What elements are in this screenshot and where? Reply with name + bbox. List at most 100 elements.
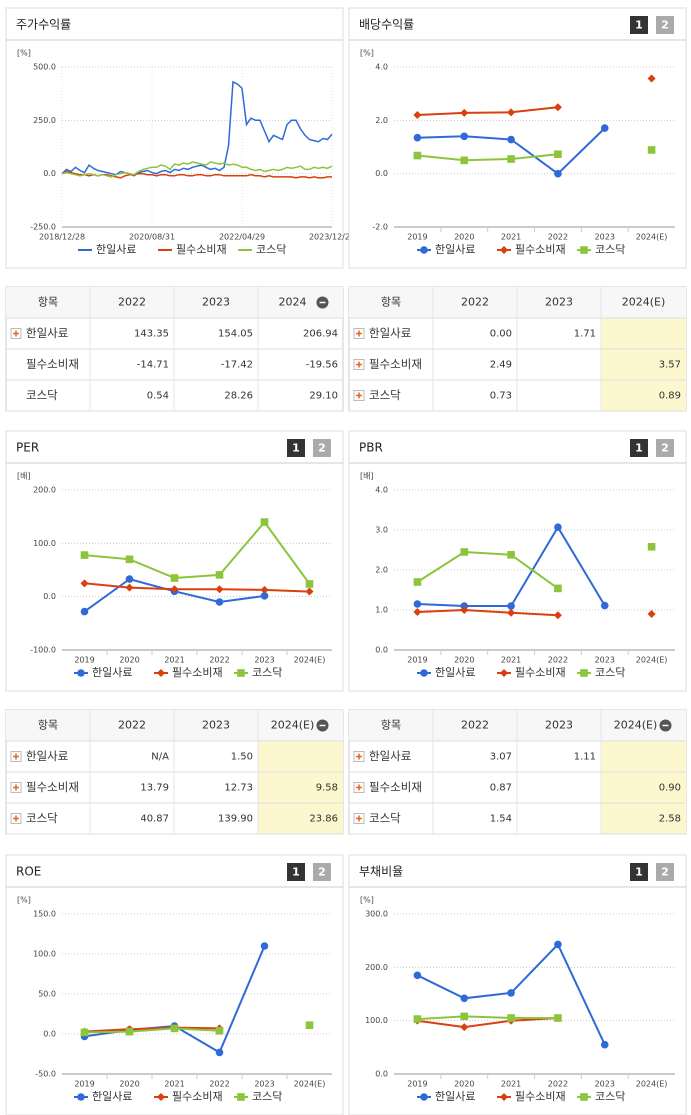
- x-tick-label: 2019: [407, 656, 427, 665]
- data-point: [507, 1014, 515, 1022]
- cell-value: -17.42: [221, 360, 253, 371]
- tab-button[interactable]: [313, 863, 331, 881]
- tab-button[interactable]: [656, 439, 674, 457]
- cell-value: 2.49: [490, 360, 512, 371]
- data-point: [554, 523, 562, 531]
- legend-label: 한일사료: [435, 665, 475, 679]
- data-point: [553, 611, 562, 620]
- x-tick-label: 2020: [454, 233, 474, 242]
- column-header: 2024: [279, 296, 307, 309]
- cell-value: 139.90: [218, 814, 253, 825]
- y-tick-label: 200.0: [365, 963, 388, 972]
- data-point: [260, 518, 269, 526]
- row-label: 필수소비재: [369, 357, 422, 371]
- cell-value: 0.90: [659, 783, 681, 794]
- column-header: 항목: [381, 719, 401, 732]
- legend-marker: [580, 1093, 588, 1101]
- x-tick-label: 2022: [548, 233, 568, 242]
- tab-button[interactable]: [630, 439, 648, 457]
- data-point: [80, 1028, 89, 1037]
- cell-value: 3.07: [490, 752, 512, 763]
- tab-button[interactable]: [630, 863, 648, 881]
- cell-value: 12.73: [224, 783, 253, 794]
- data-point: [305, 580, 314, 588]
- tab-button[interactable]: [656, 16, 674, 34]
- column-header: 2023: [545, 719, 573, 732]
- data-point: [600, 601, 609, 610]
- tab-button[interactable]: [656, 863, 674, 881]
- data-point: [215, 1048, 224, 1057]
- y-tick-label: 500.0: [33, 63, 56, 72]
- column-header: 2022: [118, 719, 146, 732]
- tab-button[interactable]: [313, 439, 331, 457]
- data-point: [600, 124, 609, 132]
- row-label: 한일사료: [26, 326, 68, 340]
- y-unit: [배]: [360, 472, 374, 481]
- column-header: 항목: [38, 296, 58, 309]
- x-tick-label: 2020/08/31: [129, 233, 175, 242]
- column-header: 2024(E): [271, 719, 315, 732]
- x-tick-label: 2019: [74, 1080, 94, 1089]
- x-tick-label: 2019: [407, 233, 427, 242]
- tab-label: 2: [661, 866, 669, 879]
- y-tick-label: 0.0: [375, 1070, 388, 1079]
- cell-value: 9.58: [316, 783, 338, 794]
- data-point: [460, 1012, 469, 1021]
- cell-value: 1.11: [574, 752, 596, 763]
- y-tick-label: 0.0: [43, 592, 56, 601]
- chart-title: 주가수익률: [16, 18, 71, 32]
- data-point: [460, 548, 469, 556]
- expand-plus: [356, 330, 362, 337]
- y-tick-label: 4.0: [375, 63, 388, 72]
- data-point: [215, 585, 224, 594]
- cell-value: -14.71: [137, 360, 169, 371]
- y-unit: [%]: [17, 49, 31, 58]
- data-point: [125, 575, 134, 583]
- legend-marker: [420, 669, 428, 677]
- data-point: [413, 578, 422, 586]
- column-header: 2023: [202, 296, 230, 309]
- series-line: [84, 520, 311, 585]
- column-header: 2024(E): [614, 719, 658, 732]
- cell-value: 2.58: [659, 814, 681, 825]
- data-point: [507, 135, 515, 144]
- data-point: [413, 151, 422, 160]
- panel: [5, 430, 344, 692]
- legend-label: 필수소비재: [515, 243, 566, 256]
- data-point: [125, 555, 134, 564]
- chart-title: ROE: [16, 865, 41, 879]
- tab-button[interactable]: [287, 439, 305, 457]
- legend-label: 코스닥: [256, 243, 286, 256]
- chart-title: PBR: [359, 441, 383, 455]
- column-header: 2022: [461, 296, 489, 309]
- tab-button[interactable]: [287, 863, 305, 881]
- legend-marker: [77, 1093, 85, 1101]
- tab-button[interactable]: [630, 16, 648, 34]
- row-label: 한일사료: [369, 326, 411, 340]
- panel: [5, 7, 344, 269]
- tab-label: 2: [318, 442, 326, 455]
- data-point: [460, 606, 469, 614]
- cell-value: 28.26: [224, 391, 253, 402]
- y-tick-label: 1.0: [375, 606, 388, 615]
- chart-title: 부채비율: [359, 865, 403, 879]
- data-point: [305, 587, 314, 596]
- row-label: 코스닥: [26, 388, 58, 402]
- data-point: [554, 584, 562, 593]
- estimate-column: [258, 741, 343, 834]
- legend-marker: [157, 669, 165, 677]
- legend-marker: [237, 1093, 245, 1101]
- chart-title: PER: [16, 441, 39, 455]
- x-tick-label: 2019: [407, 1080, 427, 1089]
- data-point: [413, 1015, 422, 1023]
- y-tick-label: 0.0: [375, 169, 388, 178]
- legend-marker: [580, 669, 588, 677]
- data-point: [460, 1023, 469, 1032]
- tab-label: 2: [661, 442, 669, 455]
- data-point: [170, 585, 179, 594]
- cell-value: 40.87: [140, 814, 169, 825]
- column-header: 항목: [38, 719, 58, 732]
- legend-marker: [237, 669, 245, 677]
- x-tick-label: 2019: [74, 656, 94, 665]
- column-header: 2022: [118, 296, 146, 309]
